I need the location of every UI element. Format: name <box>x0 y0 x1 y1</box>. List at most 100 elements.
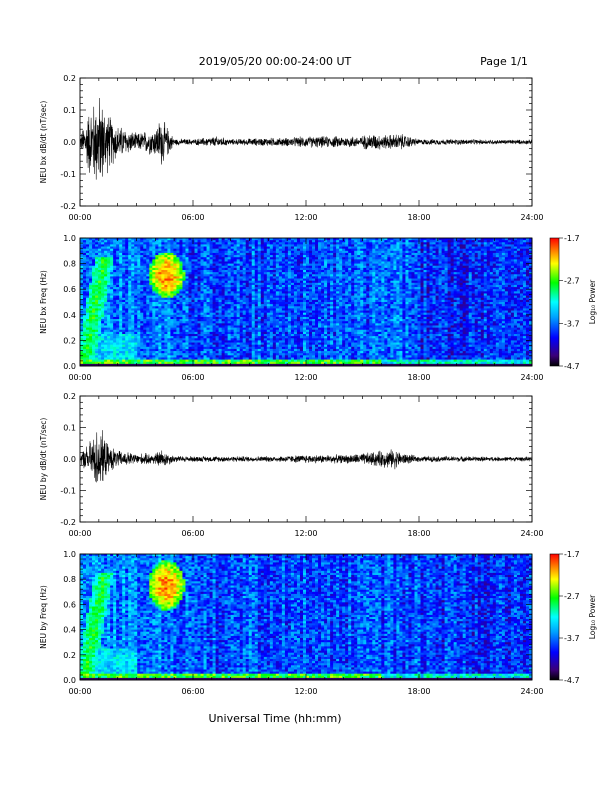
spectrogram-cell <box>218 291 222 294</box>
spectrogram-cell <box>134 257 138 260</box>
spectrogram-cell <box>209 321 213 324</box>
spectrogram-cell <box>176 270 180 273</box>
spectrogram-cell <box>248 240 253 243</box>
spectrogram-cell <box>146 314 150 318</box>
spectrogram-cell <box>227 259 232 262</box>
spectrogram-cell <box>128 327 132 331</box>
spectrogram-cell <box>80 295 84 299</box>
spectrogram-cell <box>134 321 138 324</box>
spectrogram-cell <box>86 242 90 245</box>
spectrogram-cell <box>200 246 204 250</box>
spectrogram-cell <box>212 284 216 288</box>
spectrogram-cell <box>218 331 222 335</box>
spectrogram-cell <box>149 248 153 252</box>
spectrogram-cell <box>191 344 195 348</box>
spectrogram-cell <box>281 238 286 241</box>
spectrogram-cell <box>275 242 280 245</box>
spectrogram-cell <box>155 238 159 241</box>
spectrogram-cell <box>104 238 108 241</box>
spectrogram-cell <box>312 359 316 363</box>
spectrogram-cell <box>306 327 310 331</box>
spectrogram-cell <box>167 319 171 322</box>
spectrogram-cell <box>185 357 189 360</box>
spectrogram-cell <box>209 274 213 277</box>
spectrogram-cell <box>134 265 138 269</box>
spectrogram-cell <box>290 238 295 241</box>
spectrogram-cell <box>176 314 180 318</box>
spectrogram-cell <box>149 263 153 267</box>
spectrogram-cell <box>290 355 295 358</box>
spectrogram-cell <box>107 238 111 241</box>
spectrogram-cell <box>324 272 328 275</box>
spectrogram-cell <box>248 331 253 335</box>
spectrogram-cell <box>173 246 177 250</box>
spectrogram-cell <box>182 306 186 309</box>
spectrogram-cell <box>152 308 156 311</box>
spectrogram-cell <box>318 304 322 307</box>
spectrogram-cell <box>158 302 162 305</box>
spectrogram-cell <box>128 248 132 252</box>
spectrogram-cell <box>251 299 256 303</box>
spectrogram-cell <box>113 274 117 277</box>
spectrogram-cell <box>242 259 247 262</box>
spectrogram-cell <box>131 334 135 337</box>
spectrogram-cell <box>179 255 183 258</box>
spectrogram-cell <box>281 244 286 247</box>
spectrogram-cell <box>275 252 280 256</box>
spectrogram-cell <box>275 351 280 354</box>
spectrogram-cell <box>233 284 238 288</box>
spectrogram-cell <box>164 299 168 303</box>
spectrogram-cell <box>230 344 235 348</box>
spectrogram-cell <box>134 353 138 356</box>
spectrogram-cell <box>185 265 189 269</box>
spectrogram-cell <box>209 351 213 354</box>
spectrogram-cell <box>122 287 126 290</box>
spectrogram-cell <box>161 304 165 307</box>
spectrogram-cell <box>275 310 280 314</box>
spectrogram-cell <box>185 276 189 279</box>
spectrogram-cell <box>275 255 280 258</box>
spectrogram-cell <box>263 295 268 299</box>
spectrogram-cell <box>212 242 216 245</box>
spectrogram-cell <box>182 272 186 275</box>
spectrogram-cell <box>107 334 111 337</box>
spectrogram-cell <box>203 359 207 363</box>
spectrogram-cell <box>95 274 99 277</box>
spectrogram-cell <box>197 267 201 271</box>
spectrogram-cell <box>176 284 180 288</box>
spectrogram-cell <box>122 276 126 279</box>
spectrogram-cell <box>140 240 144 243</box>
spectrogram-cell <box>242 289 247 292</box>
spectrogram-cell <box>251 338 256 341</box>
spectrogram-cell <box>278 270 283 273</box>
spectrogram-cell <box>318 353 322 356</box>
spectrogram-cell <box>236 252 241 256</box>
spectrogram-cell <box>230 359 235 363</box>
spectrogram-cell <box>188 314 192 318</box>
spectrogram-cell <box>98 252 102 256</box>
spectrogram-cell <box>227 302 232 305</box>
spectrogram-cell <box>254 240 259 243</box>
spectrogram-cell <box>302 244 307 247</box>
spectrogram-cell <box>164 272 168 275</box>
spectrogram-cell <box>299 287 304 290</box>
spectrogram-cell <box>185 293 189 296</box>
spectrogram-cell <box>281 280 286 284</box>
spectrogram-cell <box>89 308 93 311</box>
spectrogram-cell <box>299 338 304 341</box>
spectrogram-cell <box>110 295 114 299</box>
spectrogram-cell <box>122 336 126 339</box>
spectrogram-cell <box>287 323 292 326</box>
spectrogram-cell <box>158 346 162 350</box>
spectrogram-cell <box>176 244 180 247</box>
spectrogram-cell <box>312 346 316 350</box>
spectrogram-cell <box>309 351 313 354</box>
spectrogram-cell <box>299 284 304 288</box>
spectrogram-cell <box>324 263 328 267</box>
spectrogram-cell <box>179 302 183 305</box>
spectrogram-cell <box>302 361 307 365</box>
spectrogram-cell <box>212 263 216 267</box>
spectrogram-cell <box>209 287 213 290</box>
spectrogram-cell <box>122 357 126 360</box>
spectrogram-cell <box>101 329 105 333</box>
